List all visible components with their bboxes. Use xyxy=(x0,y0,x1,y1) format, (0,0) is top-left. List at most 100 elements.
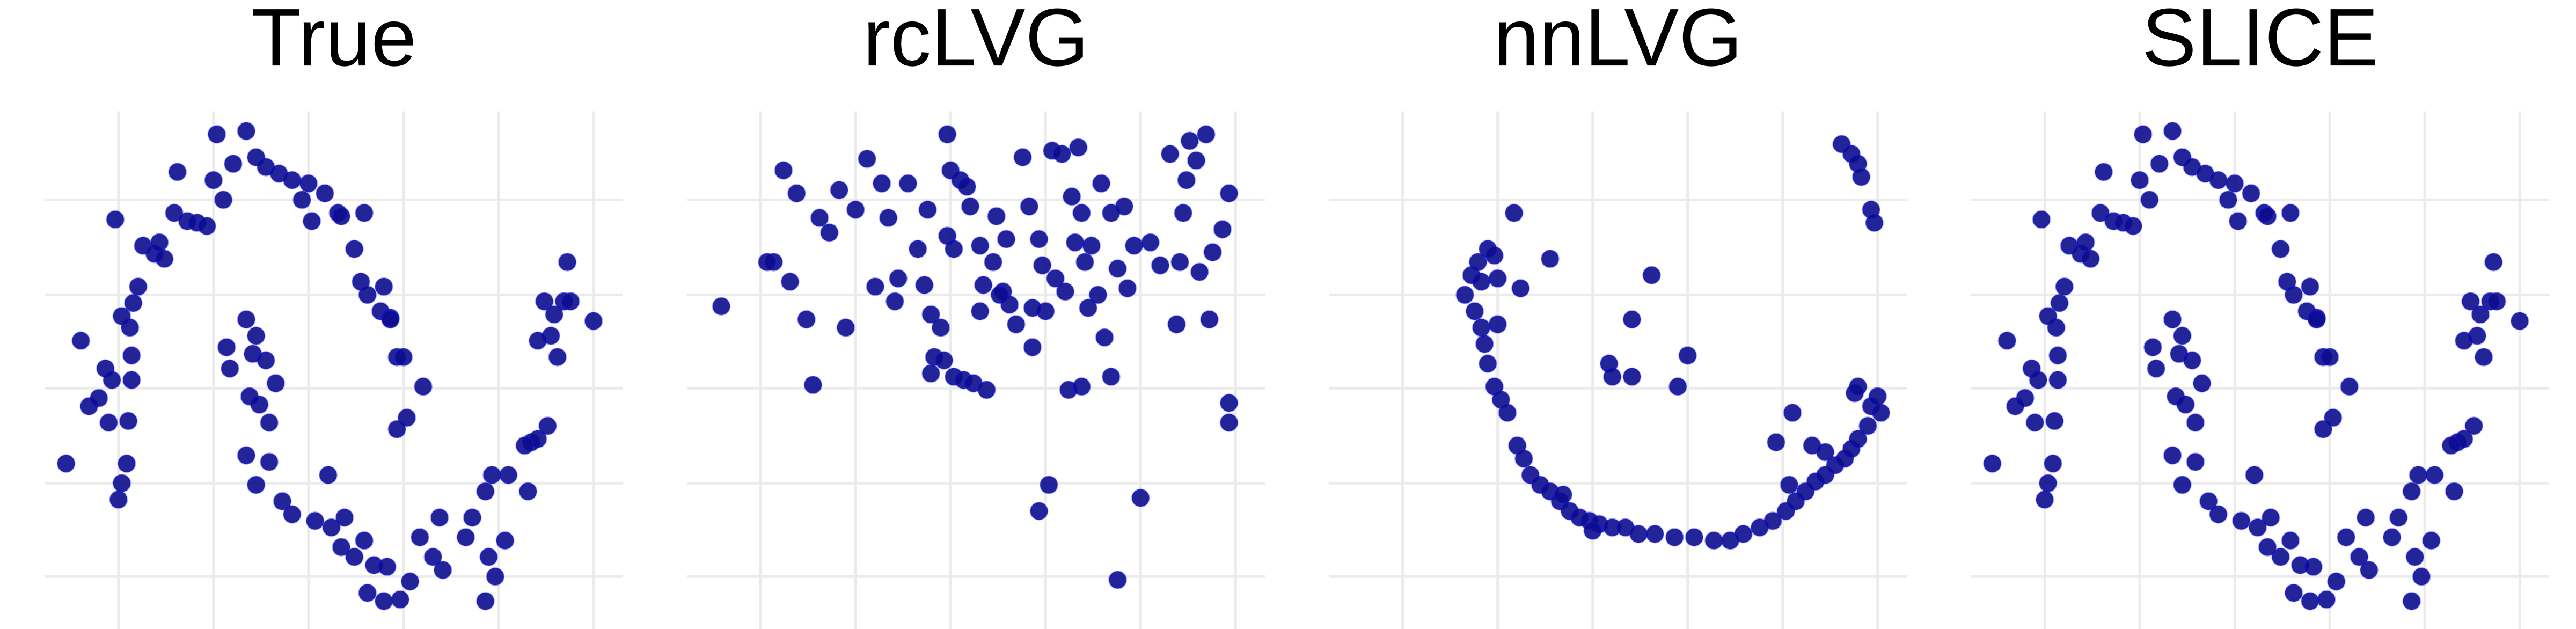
point xyxy=(1072,203,1091,223)
point xyxy=(2209,171,2228,190)
point xyxy=(2209,504,2228,524)
point xyxy=(997,230,1016,249)
point xyxy=(2474,347,2493,367)
point xyxy=(921,364,941,383)
point xyxy=(1465,302,1484,321)
point xyxy=(2173,476,2192,494)
point xyxy=(299,174,318,193)
point xyxy=(2281,531,2300,550)
point xyxy=(2048,346,2067,365)
point xyxy=(938,125,957,144)
point xyxy=(872,174,891,193)
point xyxy=(987,207,1006,226)
point xyxy=(463,508,482,527)
point xyxy=(1475,334,1494,354)
point xyxy=(974,275,993,295)
point xyxy=(217,338,236,357)
point xyxy=(56,454,76,473)
point xyxy=(2016,389,2035,408)
point xyxy=(2454,331,2473,350)
point xyxy=(1177,171,1196,190)
point xyxy=(1023,298,1042,318)
point xyxy=(315,184,334,203)
point xyxy=(2484,252,2503,272)
point xyxy=(2389,508,2408,527)
point xyxy=(858,149,877,169)
point xyxy=(1088,285,1108,304)
point xyxy=(2029,370,2048,390)
point xyxy=(214,190,233,209)
point xyxy=(237,446,256,465)
point xyxy=(1033,256,1052,275)
point xyxy=(1780,476,1799,494)
point xyxy=(2301,277,2319,296)
point xyxy=(787,184,806,203)
point xyxy=(109,490,128,509)
point xyxy=(260,452,279,472)
point xyxy=(918,200,937,220)
point xyxy=(1583,521,1602,540)
point xyxy=(117,454,136,473)
point xyxy=(397,408,416,427)
point xyxy=(1013,148,1032,167)
point xyxy=(1167,314,1186,334)
point xyxy=(545,305,564,324)
point xyxy=(2038,473,2058,493)
point xyxy=(282,171,302,190)
point xyxy=(2150,154,2169,173)
point xyxy=(1069,138,1088,157)
point xyxy=(2176,395,2195,414)
point xyxy=(2043,454,2062,473)
point xyxy=(915,275,934,295)
point xyxy=(165,203,184,223)
point xyxy=(260,413,279,432)
point xyxy=(846,200,865,220)
point xyxy=(1511,279,1530,298)
point xyxy=(2147,359,2166,378)
point xyxy=(2163,446,2182,465)
point xyxy=(1190,262,1209,282)
point xyxy=(820,223,839,242)
point xyxy=(1629,524,1648,544)
point xyxy=(2091,203,2110,223)
point xyxy=(2192,374,2212,393)
point xyxy=(355,203,374,223)
point xyxy=(970,236,990,255)
point xyxy=(1858,416,1877,435)
point xyxy=(1848,429,1868,449)
point xyxy=(712,297,731,316)
point xyxy=(970,302,990,321)
point xyxy=(377,557,397,576)
point xyxy=(1020,197,1039,216)
point xyxy=(2402,591,2421,611)
point xyxy=(2076,233,2095,252)
point xyxy=(561,292,580,311)
point xyxy=(2163,310,2182,329)
point xyxy=(250,395,269,414)
point xyxy=(2281,203,2300,223)
point xyxy=(2130,171,2149,190)
point xyxy=(273,492,292,511)
point xyxy=(2186,413,2205,432)
point xyxy=(2356,508,2375,527)
point xyxy=(266,374,286,393)
point xyxy=(2055,277,2074,296)
point xyxy=(2045,411,2064,430)
point xyxy=(2323,408,2343,427)
point xyxy=(197,216,217,236)
point xyxy=(961,197,980,216)
point xyxy=(2163,121,2182,141)
point xyxy=(2412,567,2431,586)
point xyxy=(535,292,554,311)
point xyxy=(990,285,1009,304)
point xyxy=(1219,184,1239,203)
point xyxy=(2402,482,2421,501)
point xyxy=(430,508,449,527)
point xyxy=(2471,305,2490,324)
point xyxy=(112,306,131,326)
point xyxy=(99,413,118,432)
point xyxy=(1498,403,1517,422)
point xyxy=(885,292,904,311)
point xyxy=(1468,252,1488,272)
